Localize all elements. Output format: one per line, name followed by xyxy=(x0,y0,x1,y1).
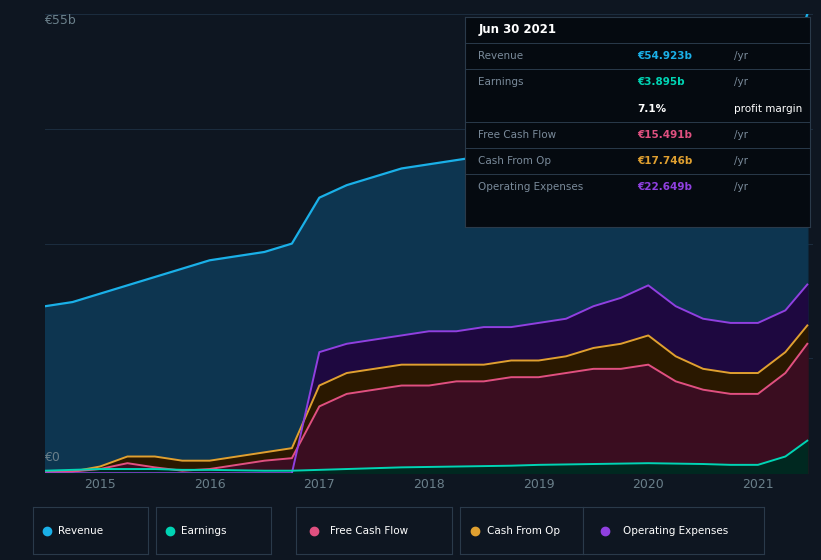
Text: €54.923b: €54.923b xyxy=(637,51,692,61)
Text: Earnings: Earnings xyxy=(479,77,524,87)
Text: Jun 30 2021: Jun 30 2021 xyxy=(479,24,557,36)
Text: /yr: /yr xyxy=(734,77,748,87)
Text: €22.649b: €22.649b xyxy=(637,183,692,193)
Text: €0: €0 xyxy=(44,451,59,464)
Text: /yr: /yr xyxy=(734,51,748,61)
Text: Cash From Op: Cash From Op xyxy=(487,526,560,535)
Text: profit margin: profit margin xyxy=(734,104,802,114)
Text: 7.1%: 7.1% xyxy=(637,104,666,114)
Text: €15.491b: €15.491b xyxy=(637,130,692,140)
Text: €3.895b: €3.895b xyxy=(637,77,685,87)
Text: Free Cash Flow: Free Cash Flow xyxy=(479,130,557,140)
Text: /yr: /yr xyxy=(734,156,748,166)
Text: €17.746b: €17.746b xyxy=(637,156,692,166)
Text: Cash From Op: Cash From Op xyxy=(479,156,552,166)
Text: /yr: /yr xyxy=(734,183,748,193)
Text: /yr: /yr xyxy=(734,130,748,140)
Text: €55b: €55b xyxy=(44,14,76,27)
Text: Operating Expenses: Operating Expenses xyxy=(479,183,584,193)
Text: Earnings: Earnings xyxy=(181,526,227,535)
Text: Revenue: Revenue xyxy=(58,526,103,535)
Text: Revenue: Revenue xyxy=(479,51,524,61)
Text: Free Cash Flow: Free Cash Flow xyxy=(330,526,408,535)
Text: Operating Expenses: Operating Expenses xyxy=(622,526,728,535)
